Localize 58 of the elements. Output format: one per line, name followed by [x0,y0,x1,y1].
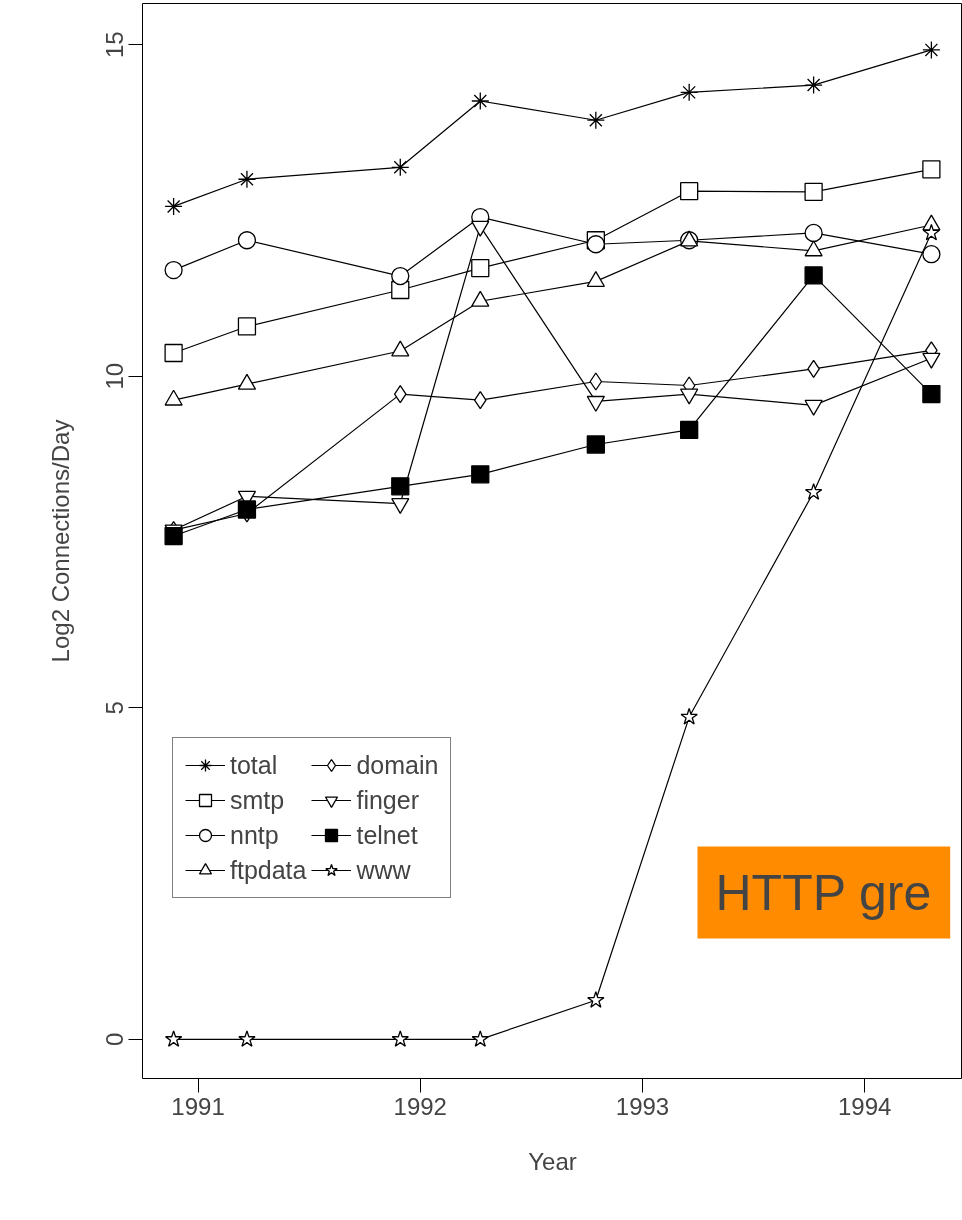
point [471,258,490,278]
point [164,1030,183,1047]
y-tick-label: 0 [101,1032,129,1047]
point [680,707,698,725]
legend-label: total [230,750,278,780]
point [393,384,407,404]
point [586,235,605,254]
y-tick-label: 5 [101,701,129,715]
legend-label: telnet [356,820,418,850]
point [680,182,699,201]
point [237,231,257,250]
y-tick-label: 15 [101,31,129,58]
point [587,991,605,1008]
legend-label: domain [356,750,439,780]
point [391,477,410,496]
y-tick-label: 10 [101,362,129,390]
point [164,260,183,280]
point [471,91,490,111]
point [922,223,941,241]
legend-label: finger [356,785,419,815]
point [922,160,941,179]
point [804,483,823,500]
x-tick-label: 1992 [393,1092,447,1120]
x-tick-label: 1993 [615,1092,670,1120]
point [680,420,699,440]
point [586,435,605,454]
point [586,111,605,130]
legend-label: ftpdata [230,855,307,885]
point [391,1030,410,1047]
point [391,266,410,286]
point [471,1030,490,1047]
annotation: HTTP gre [715,864,932,921]
point [922,245,941,264]
legend-label: nntp [230,820,279,850]
point [589,372,603,391]
point [804,75,823,95]
legend-label: www [356,855,411,885]
point [237,317,257,336]
point [237,500,257,519]
legend-label: smtp [230,785,285,815]
point [238,1030,256,1047]
x-tick-label: 1991 [171,1092,225,1120]
point [680,83,699,102]
point [237,170,257,189]
point [473,390,487,410]
point [804,223,823,243]
point [922,40,941,60]
x-tick-label: 1994 [838,1092,892,1120]
point [164,526,183,546]
point [164,343,183,363]
point [804,182,823,201]
point [922,384,941,404]
point [164,197,183,216]
y-axis-title: Log2 Connections/Day [46,419,74,663]
point [391,158,410,177]
point [471,465,490,484]
x-axis-title: Year [528,1147,577,1175]
point [804,266,823,285]
